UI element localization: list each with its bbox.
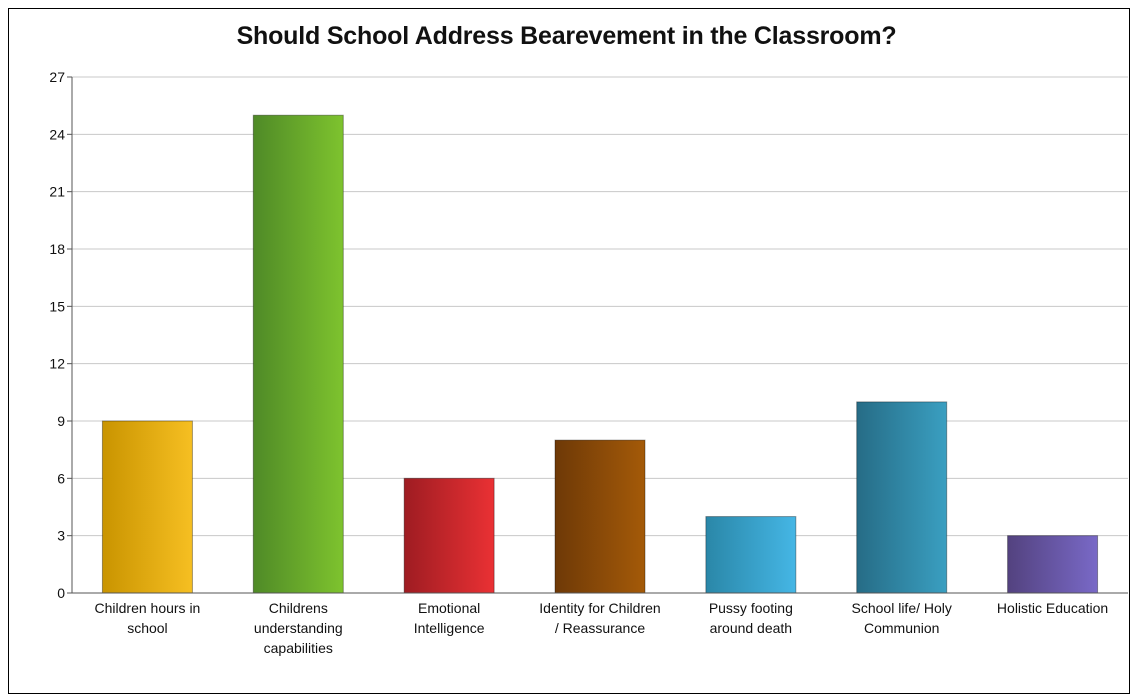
x-category-label: Communion bbox=[864, 620, 939, 636]
bar-6 bbox=[856, 401, 948, 594]
bar-1 bbox=[101, 420, 193, 594]
x-category-label: / Reassurance bbox=[555, 620, 645, 636]
x-category-label: capabilities bbox=[264, 640, 333, 656]
x-category-label: Childrens bbox=[269, 600, 328, 616]
bar-4 bbox=[554, 439, 646, 594]
x-category-label: around death bbox=[710, 620, 793, 636]
y-tick-label: 18 bbox=[49, 241, 65, 257]
x-category-label: Identity for Children bbox=[539, 600, 660, 616]
bar-5 bbox=[705, 516, 797, 594]
x-category-label: Pussy footing bbox=[709, 600, 793, 616]
y-tick-label: 15 bbox=[49, 298, 65, 314]
x-category-label: school bbox=[127, 620, 167, 636]
chart-title: Should School Address Bearevement in the… bbox=[236, 22, 897, 50]
y-tick-label: 6 bbox=[57, 470, 65, 486]
y-axis-ticks: 0 3 6 9 12 15 18 21 24 27 bbox=[49, 69, 72, 601]
y-tick-label: 0 bbox=[57, 585, 65, 601]
x-axis-labels: Children hours in school Childrens understa… bbox=[95, 600, 1109, 656]
y-tick-label: 12 bbox=[49, 356, 65, 372]
bar-2 bbox=[252, 114, 344, 594]
bar-3 bbox=[403, 477, 495, 594]
x-category-label: Emotional bbox=[418, 600, 480, 616]
y-tick-label: 24 bbox=[49, 126, 65, 142]
bars bbox=[101, 114, 1099, 594]
bar-7 bbox=[1007, 535, 1099, 594]
x-category-label: Holistic Education bbox=[997, 600, 1108, 616]
x-category-label: Intelligence bbox=[414, 620, 485, 636]
y-tick-label: 9 bbox=[57, 413, 65, 429]
x-category-label: Children hours in bbox=[95, 600, 201, 616]
x-category-label: School life/ Holy bbox=[852, 600, 952, 616]
y-tick-label: 21 bbox=[49, 184, 65, 200]
gridlines bbox=[72, 76, 1128, 537]
y-tick-label: 27 bbox=[49, 69, 65, 85]
x-category-label: understanding bbox=[254, 620, 343, 636]
y-tick-label: 3 bbox=[57, 528, 65, 544]
